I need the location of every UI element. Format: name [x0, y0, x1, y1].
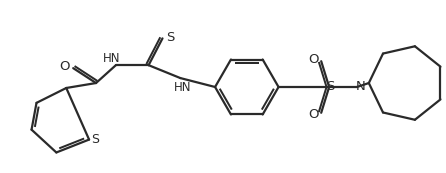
Text: HN: HN — [173, 81, 191, 94]
Text: O: O — [308, 53, 318, 66]
Text: S: S — [91, 133, 99, 146]
Text: O: O — [59, 60, 70, 73]
Text: O: O — [308, 108, 318, 121]
Text: N: N — [356, 80, 366, 93]
Text: HN: HN — [103, 52, 121, 65]
Text: S: S — [166, 31, 175, 44]
Text: S: S — [326, 80, 334, 93]
